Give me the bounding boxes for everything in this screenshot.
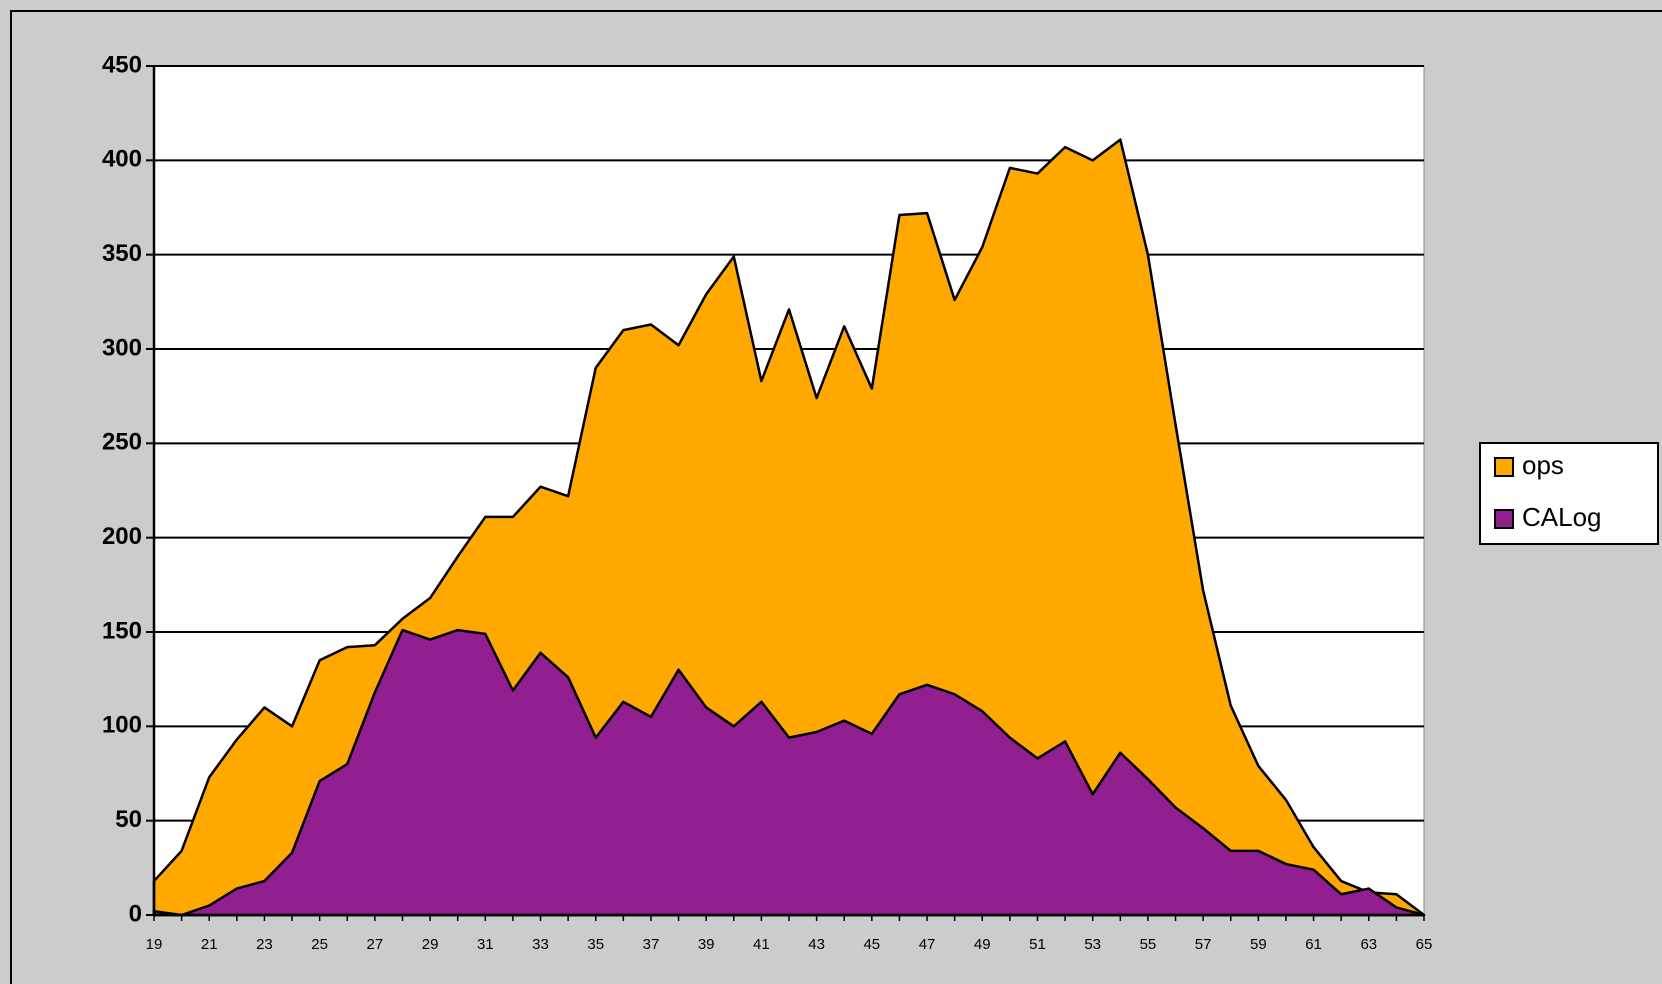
x-tick-label: 19 (146, 936, 163, 953)
x-tick-label: 21 (201, 936, 218, 953)
frame (10, 10, 1662, 984)
y-tick-label: 50 (115, 806, 142, 833)
x-tick-label: 65 (1416, 936, 1433, 953)
x-tick-label: 29 (422, 936, 439, 953)
areas (152, 138, 1426, 917)
y-tick-label: 300 (102, 334, 142, 361)
x-tick-label: 37 (643, 936, 660, 953)
axes: 0 50 100 150 200 250 300 350 400 450 19 21 23 25 27 29 3… (102, 51, 1432, 953)
y-tick-label: 200 (102, 523, 142, 550)
x-tick-label: 53 (1084, 936, 1101, 953)
x-tick-label: 33 (532, 936, 549, 953)
y-tick-label: 100 (102, 712, 142, 739)
y-tick-label: 400 (102, 146, 142, 173)
y-tick-label: 350 (102, 240, 142, 267)
x-tick-label: 35 (587, 936, 604, 953)
legend-label: CALog (1522, 502, 1602, 532)
y-tick-label: 250 (102, 429, 142, 456)
x-tick-label: 63 (1360, 936, 1377, 953)
x-tick-label: 61 (1305, 936, 1322, 953)
x-tick-label: 43 (808, 936, 825, 953)
x-tick-label: 39 (698, 936, 715, 953)
legend-swatch (1494, 457, 1514, 477)
x-tick-label: 55 (1140, 936, 1157, 953)
x-tick-label: 51 (1029, 936, 1046, 953)
x-tick-label: 23 (256, 936, 273, 953)
area (152, 628, 1426, 917)
x-tick-label: 25 (311, 936, 328, 953)
legend: ops CALog (1479, 442, 1659, 545)
y-tick-label: 450 (102, 51, 142, 78)
x-tick-label: 41 (753, 936, 770, 953)
legend-label: ops (1522, 450, 1564, 480)
y-tick-label: 150 (102, 617, 142, 644)
x-tick-label: 27 (367, 936, 384, 953)
x-tick-label: 47 (919, 936, 936, 953)
y-tick-label: 0 (129, 900, 142, 927)
x-tick-label: 45 (863, 936, 880, 953)
x-tick-label: 57 (1195, 936, 1212, 953)
legend-swatch (1494, 509, 1514, 529)
x-tick-label: 59 (1250, 936, 1267, 953)
x-tick-label: 31 (477, 936, 494, 953)
x-tick-label: 49 (974, 936, 991, 953)
